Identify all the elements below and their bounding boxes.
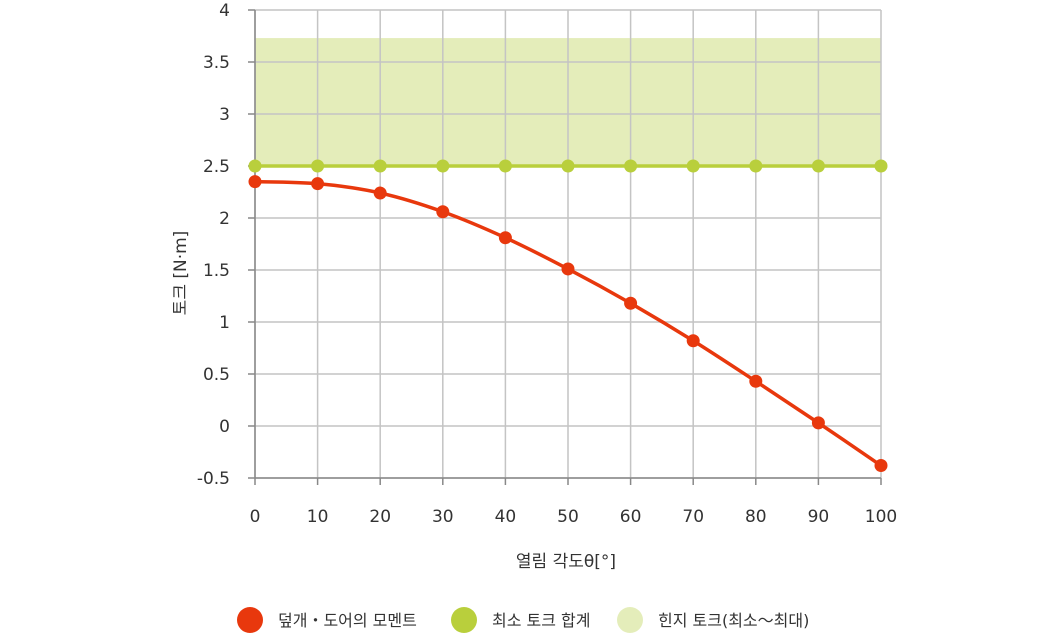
data-point-moment xyxy=(248,175,262,189)
y-axis-title: 토크 [N·m] xyxy=(171,231,191,316)
data-point-moment xyxy=(436,205,450,219)
y-tick-label: 0 xyxy=(219,417,230,437)
data-point-moment xyxy=(373,186,387,200)
data-point-min-torque xyxy=(561,159,575,173)
y-tick-label: 0.5 xyxy=(203,365,230,385)
y-tick-label: 3 xyxy=(219,105,230,125)
data-point-min-torque xyxy=(311,159,325,173)
legend-label-moment: 덮개・도어의 모멘트 xyxy=(278,611,417,630)
data-point-moment xyxy=(749,374,763,388)
data-point-moment xyxy=(311,177,325,191)
x-tick-label: 20 xyxy=(369,507,391,527)
y-tick-label: -0.5 xyxy=(197,469,230,489)
y-tick-label: 4 xyxy=(219,1,230,21)
data-point-min-torque xyxy=(248,159,262,173)
data-point-min-torque xyxy=(749,159,763,173)
data-point-moment xyxy=(874,459,888,473)
x-tick-label: 30 xyxy=(432,507,454,527)
data-point-min-torque xyxy=(811,159,825,173)
x-tick-label: 80 xyxy=(745,507,767,527)
data-point-min-torque xyxy=(373,159,387,173)
data-point-moment xyxy=(624,296,638,310)
data-point-min-torque xyxy=(436,159,450,173)
legend: 덮개・도어의 모멘트 최소 토크 합계 힌지 토크(최소～최대) xyxy=(237,607,809,633)
data-point-moment xyxy=(686,334,700,348)
x-tick-label: 40 xyxy=(495,507,517,527)
legend-marker-hinge-torque xyxy=(617,607,643,633)
x-tick-label: 10 xyxy=(307,507,329,527)
data-point-moment xyxy=(811,416,825,430)
data-point-min-torque xyxy=(498,159,512,173)
y-tick-label: 2.5 xyxy=(203,157,230,177)
x-axis-title: 열림 각도θ[°] xyxy=(516,552,616,572)
legend-label-hinge-torque: 힌지 토크(최소～최대) xyxy=(658,611,809,630)
y-tick-label: 3.5 xyxy=(203,53,230,73)
x-tick-label: 90 xyxy=(808,507,830,527)
data-point-moment xyxy=(561,262,575,276)
legend-label-min-torque: 최소 토크 합계 xyxy=(492,611,591,630)
legend-marker-moment xyxy=(237,607,263,633)
data-point-min-torque xyxy=(624,159,638,173)
data-point-min-torque xyxy=(686,159,700,173)
data-point-moment xyxy=(498,231,512,245)
data-point-min-torque xyxy=(874,159,888,173)
x-tick-label: 60 xyxy=(620,507,642,527)
x-tick-label: 70 xyxy=(682,507,704,527)
y-tick-label: 1 xyxy=(219,313,230,333)
y-tick-label: 1.5 xyxy=(203,261,230,281)
legend-marker-min-torque xyxy=(451,607,477,633)
y-tick-label: 2 xyxy=(219,209,230,229)
x-tick-label: 50 xyxy=(557,507,579,527)
x-tick-label: 100 xyxy=(865,507,897,527)
x-tick-label: 0 xyxy=(250,507,261,527)
